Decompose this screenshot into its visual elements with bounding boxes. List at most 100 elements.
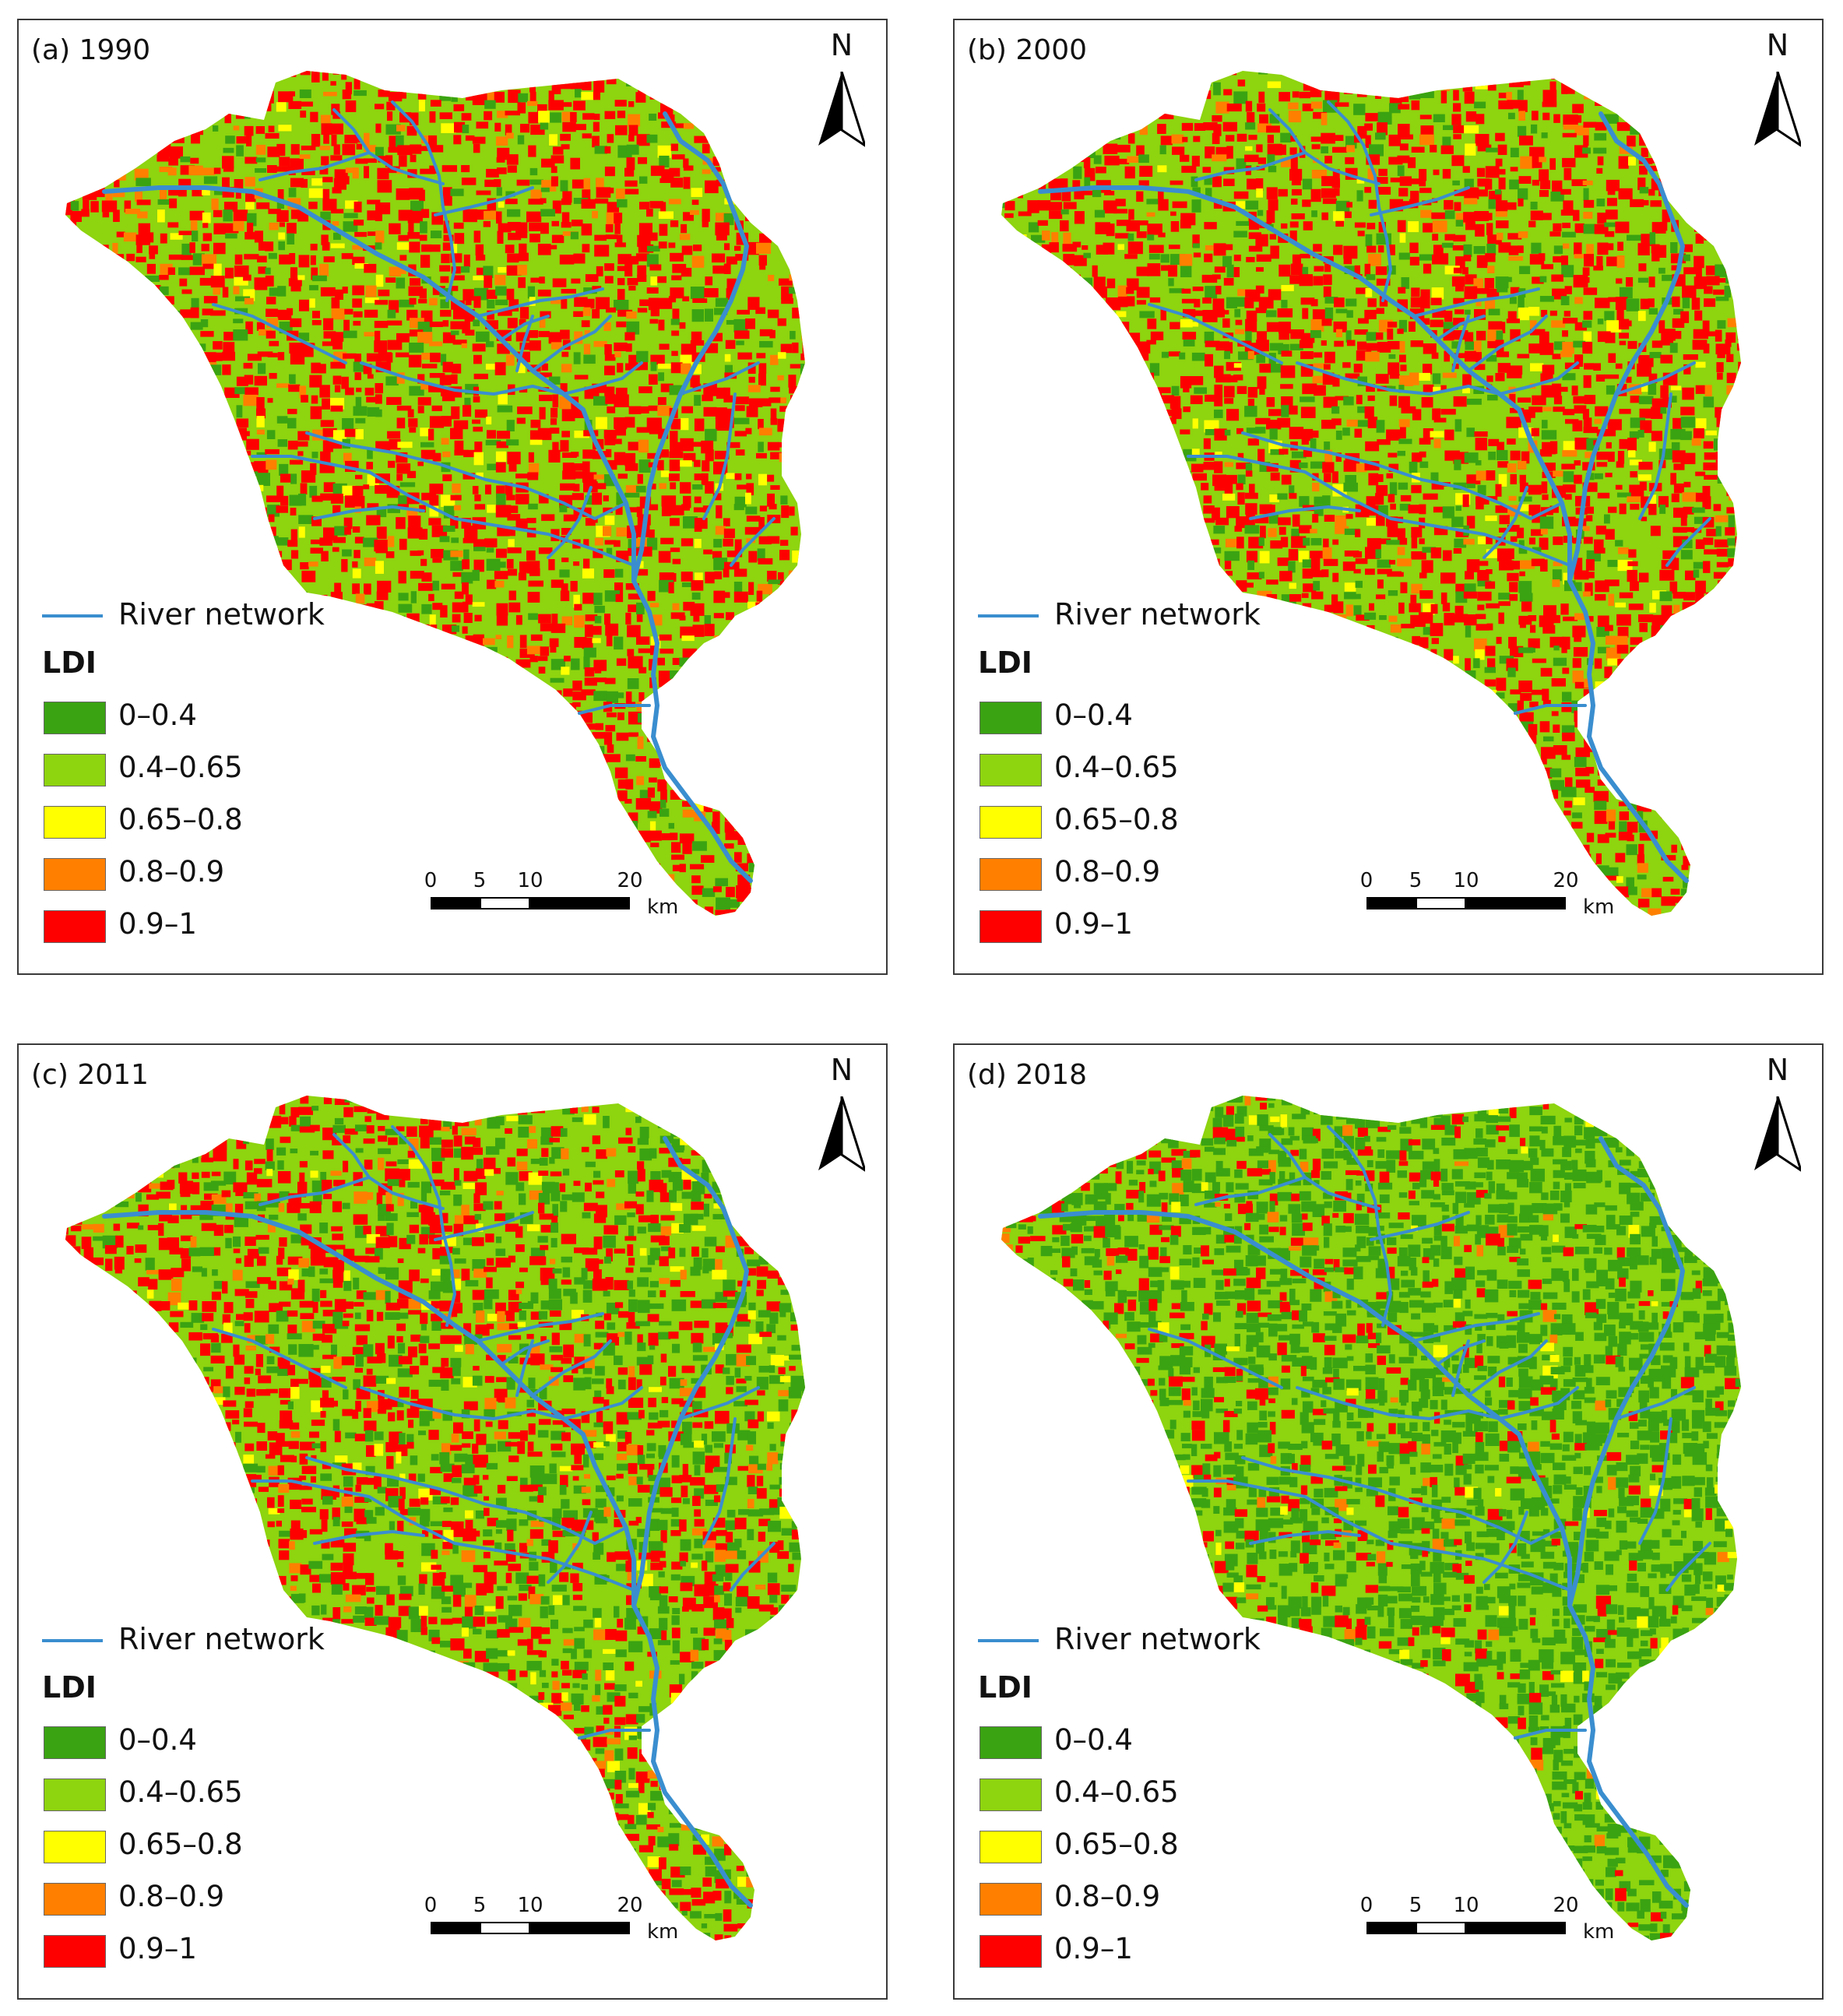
river-segment	[1514, 1729, 1587, 1740]
map-legend: River network LDI 0–0.4 0.4–0.65 0.65–0.8 0.8…	[978, 1617, 1261, 1979]
river-segment	[259, 1176, 371, 1206]
scale-tick-label: 5	[473, 869, 487, 892]
river-segment	[1638, 392, 1672, 520]
river-segment	[1148, 303, 1283, 364]
legend-item: 0.4–0.65	[978, 746, 1179, 798]
river-segment	[212, 1328, 347, 1389]
legend-swatch	[44, 702, 106, 734]
river-segment	[212, 303, 347, 364]
river-segment	[332, 108, 445, 185]
river-segment	[1451, 1339, 1470, 1397]
river-segment	[562, 361, 643, 396]
river-segment	[434, 186, 534, 216]
river-segment	[1412, 1312, 1540, 1342]
scale-segment	[1416, 897, 1466, 909]
legend-item: 0.8–0.9	[42, 850, 224, 902]
river-segment	[1194, 1176, 1307, 1206]
river-segment	[251, 455, 635, 567]
legend-item: 0.8–0.9	[978, 850, 1160, 902]
legend-river-label: River network	[118, 597, 325, 632]
river-segment	[578, 1729, 651, 1740]
river-segment	[477, 1312, 604, 1342]
legend-river-entry: River network	[978, 593, 1261, 639]
river-segment	[1567, 579, 1689, 883]
river-segment	[531, 315, 612, 372]
legend-item: 0–0.4	[978, 1719, 1133, 1771]
river-segment	[1249, 505, 1361, 520]
legend-swatch	[44, 1935, 106, 1968]
scale-bar: 0 5 10 20 km	[412, 869, 679, 939]
river-segment	[1268, 1133, 1380, 1210]
scale-tick-label: 10	[517, 1894, 543, 1917]
scale-unit: km	[647, 1920, 679, 1944]
river-segment	[1498, 361, 1579, 396]
map-legend: River network LDI 0–0.4 0.4–0.65 0.65–0.8 0.8…	[42, 1617, 325, 1979]
scale-tick-label: 20	[1553, 1894, 1579, 1917]
scale-tick-label: 0	[424, 1894, 438, 1917]
legend-label: 0.9–1	[1054, 1932, 1133, 1965]
river-segment	[1451, 315, 1470, 372]
legend-item: 0.9–1	[978, 1927, 1133, 1979]
river-segment	[305, 431, 628, 520]
map-panel-a: (a) 1990 N River network LDI 0–0.4 0.4–0.65 0.…	[17, 19, 888, 975]
river-segment	[360, 361, 565, 396]
river-segment	[391, 1125, 456, 1327]
legend-river-label: River network	[1054, 597, 1261, 632]
river-segment	[251, 1479, 635, 1592]
scale-segment	[431, 1922, 480, 1934]
river-segment	[1467, 1339, 1548, 1397]
map-panel-b: (b) 2000 N River network LDI 0–0.4 0.4–0.65 0.…	[953, 19, 1824, 975]
legend-swatch	[980, 806, 1042, 839]
legend-swatch	[44, 806, 106, 839]
river-segment	[332, 1133, 445, 1210]
scale-tick-label: 20	[617, 869, 643, 892]
scale-bar: 0 5 10 20 km	[1348, 1894, 1615, 1964]
scale-tick-label: 0	[1359, 1894, 1373, 1917]
river-segment	[1268, 108, 1380, 185]
river-segment	[562, 1386, 643, 1420]
river-network	[102, 100, 776, 883]
river-segment	[1241, 1456, 1563, 1545]
legend-item: 0.4–0.65	[42, 1771, 243, 1823]
river-segment	[1296, 1386, 1501, 1420]
panel-title: (d) 2018	[967, 1059, 1088, 1091]
legend-label: 0.65–0.8	[1054, 803, 1179, 836]
scale-segment	[1466, 897, 1566, 909]
legend-item: 0.4–0.65	[42, 746, 243, 798]
scale-segment	[1416, 1922, 1466, 1934]
legend-label: 0.65–0.8	[118, 1828, 243, 1861]
legend-item: 0.65–0.8	[42, 1823, 243, 1875]
river-segment	[730, 1542, 776, 1592]
legend-item: 0.65–0.8	[978, 1823, 1179, 1875]
legend-item: 0.65–0.8	[42, 798, 243, 850]
legend-river-label: River network	[118, 1622, 325, 1656]
river-segment	[631, 1603, 753, 1908]
river-network	[1038, 100, 1711, 883]
river-segment	[102, 185, 636, 583]
legend-label: 0.8–0.9	[118, 855, 225, 888]
north-arrow-icon: N	[1750, 28, 1805, 153]
legend-label: 0.9–1	[118, 907, 197, 941]
legend-river-line	[978, 614, 1039, 617]
river-segment	[730, 517, 776, 567]
legend-item: 0.9–1	[42, 1927, 197, 1979]
scale-tick-label: 0	[424, 869, 438, 892]
legend-item: 0–0.4	[42, 1719, 197, 1771]
river-segment	[434, 1211, 534, 1241]
river-segment	[631, 1136, 749, 1608]
legend-title: LDI	[978, 1670, 1032, 1705]
legend-label: 0–0.4	[1054, 698, 1133, 732]
legend-river-label: River network	[1054, 1622, 1261, 1656]
legend-label: 0.8–0.9	[118, 1880, 225, 1913]
river-segment	[1567, 111, 1685, 583]
river-segment	[578, 704, 651, 715]
legend-swatch	[44, 1831, 106, 1863]
legend-swatch	[980, 1883, 1042, 1916]
panel-title: (b) 2000	[967, 34, 1088, 66]
legend-swatch	[980, 754, 1042, 786]
river-segment	[1148, 1328, 1283, 1389]
legend-item: 0–0.4	[978, 694, 1133, 746]
river-segment	[1038, 185, 1572, 583]
legend-label: 0.65–0.8	[118, 803, 243, 836]
scale-unit: km	[647, 895, 679, 919]
